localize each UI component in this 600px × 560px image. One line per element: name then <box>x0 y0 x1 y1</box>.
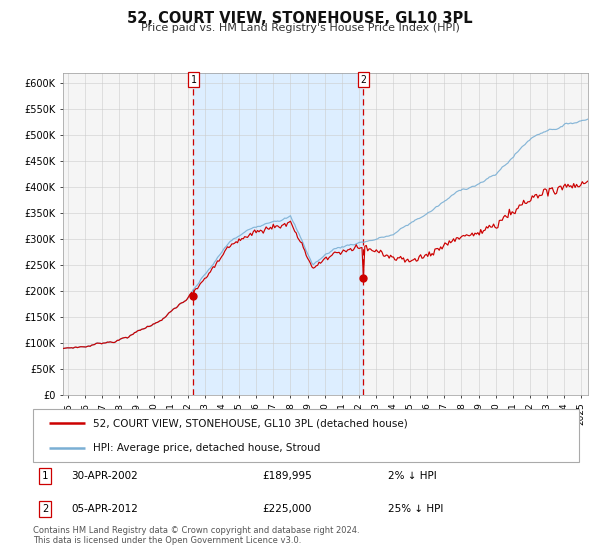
Text: Contains HM Land Registry data © Crown copyright and database right 2024.: Contains HM Land Registry data © Crown c… <box>33 526 359 535</box>
Text: 2% ↓ HPI: 2% ↓ HPI <box>388 471 437 481</box>
Text: 2: 2 <box>42 504 48 514</box>
Text: £189,995: £189,995 <box>262 471 312 481</box>
Text: 52, COURT VIEW, STONEHOUSE, GL10 3PL (detached house): 52, COURT VIEW, STONEHOUSE, GL10 3PL (de… <box>93 418 408 428</box>
FancyBboxPatch shape <box>33 409 579 462</box>
Text: Price paid vs. HM Land Registry's House Price Index (HPI): Price paid vs. HM Land Registry's House … <box>140 23 460 33</box>
Text: This data is licensed under the Open Government Licence v3.0.: This data is licensed under the Open Gov… <box>33 536 301 545</box>
Text: 05-APR-2012: 05-APR-2012 <box>71 504 138 514</box>
Text: 30-APR-2002: 30-APR-2002 <box>71 471 138 481</box>
Text: 1: 1 <box>42 471 48 481</box>
Text: £225,000: £225,000 <box>262 504 311 514</box>
Text: 25% ↓ HPI: 25% ↓ HPI <box>388 504 443 514</box>
Text: 2: 2 <box>361 74 367 85</box>
Bar <box>193 73 364 395</box>
Text: 1: 1 <box>191 74 196 85</box>
Text: HPI: Average price, detached house, Stroud: HPI: Average price, detached house, Stro… <box>93 442 320 452</box>
Text: 52, COURT VIEW, STONEHOUSE, GL10 3PL: 52, COURT VIEW, STONEHOUSE, GL10 3PL <box>127 11 473 26</box>
